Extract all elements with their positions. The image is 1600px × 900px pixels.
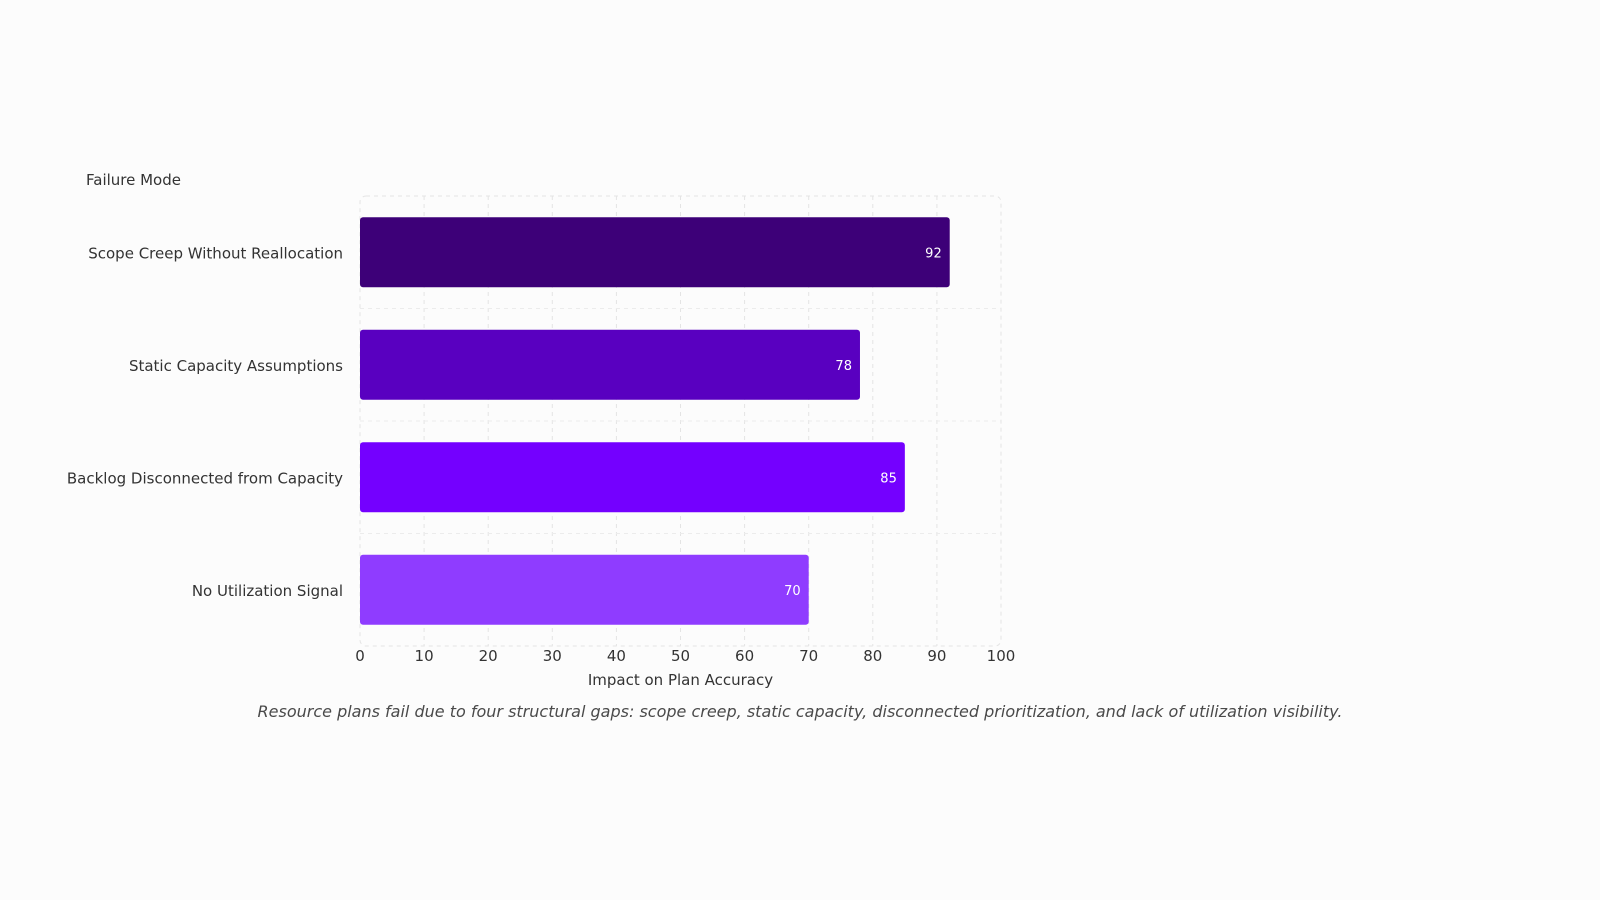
bar-2	[360, 442, 905, 513]
category-label-2: Backlog Disconnected from Capacity	[67, 469, 343, 487]
x-tick-label-0: 0	[355, 647, 365, 665]
data-label-2: 85	[880, 471, 897, 486]
x-tick-label-7: 70	[799, 647, 818, 665]
data-label-3: 70	[784, 584, 801, 599]
x-tick-label-2: 20	[479, 647, 498, 665]
x-tick-label-4: 40	[607, 647, 626, 665]
x-axis-title: Impact on Plan Accuracy	[588, 671, 773, 689]
bar-0	[360, 217, 950, 288]
chart-caption: Resource plans fail due to four structur…	[257, 702, 1343, 721]
x-tick-label-10: 100	[987, 647, 1016, 665]
x-tick-label-8: 80	[863, 647, 882, 665]
x-tick-label-3: 30	[543, 647, 562, 665]
data-label-1: 78	[835, 359, 852, 374]
y-axis-title: Failure Mode	[86, 171, 181, 189]
data-label-0: 92	[925, 246, 942, 261]
x-tick-label-9: 90	[927, 647, 946, 665]
category-label-0: Scope Creep Without Reallocation	[88, 244, 343, 262]
x-tick-label-5: 50	[671, 647, 690, 665]
category-label-3: No Utilization Signal	[192, 582, 343, 600]
bar-3	[360, 554, 809, 625]
category-label-1: Static Capacity Assumptions	[129, 357, 343, 375]
x-tick-label-6: 60	[735, 647, 754, 665]
bar-1	[360, 329, 860, 400]
x-tick-label-1: 10	[415, 647, 434, 665]
